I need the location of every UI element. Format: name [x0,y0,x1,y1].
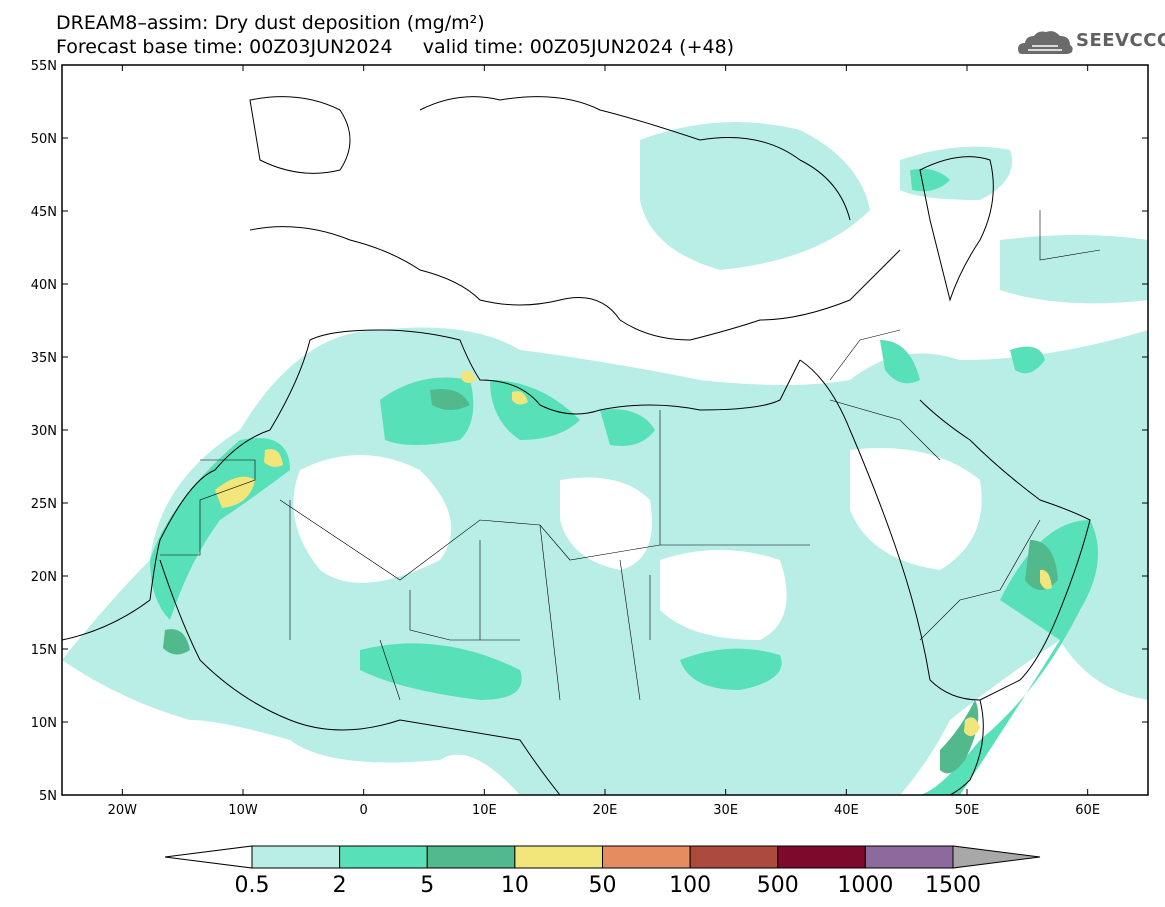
dust-area-dark [163,629,190,655]
lon-tick-label: 10E [472,803,497,818]
colorbar-level-label: 1500 [925,873,981,898]
colorbar-box [864,845,954,869]
clear-area-chad [560,477,652,570]
colorbar-box [689,845,779,869]
logo-text: SEEVCCC [1076,30,1165,51]
colorbar-box [339,845,428,869]
dust-area-high-somalia [964,717,980,737]
lon-tick-label: 60E [1075,803,1100,818]
lon-tick-label: 50E [955,803,980,818]
forecast-time-line: Forecast base time: 00Z03JUN2024 valid t… [56,36,735,58]
country-borders [160,210,1101,701]
colorbar-box [514,845,603,869]
dust-area-medium-iraq [880,340,920,384]
lat-tick-label: 10N [31,716,57,731]
dust-area-high-libya [512,391,528,405]
lon-tick-label: 20E [593,803,618,818]
clear-area-arabia [850,448,982,570]
lon-tick-label: 0 [360,803,368,818]
colorbar-level-label: 1000 [837,873,893,898]
dust-area-medium-sahel-east [680,648,782,690]
colorbar-level-label: 50 [589,873,617,898]
lat-tick-label: 5N [39,789,57,804]
cloud-logo-icon [1018,31,1073,54]
colorbar-upper-triangle [952,845,1041,869]
dust-field [62,96,1148,795]
lat-tick-label: 30N [31,424,57,439]
lon-tick-label: 40E [834,803,859,818]
colorbar-box [602,845,691,869]
lat-tick-label: 45N [31,205,57,220]
dust-area-medium-iran [1010,346,1045,374]
dust-area-light-east [1000,235,1148,304]
lat-tick-label: 25N [31,497,57,512]
lat-tick-label: 15N [31,643,57,658]
dust-area-medium [150,438,290,620]
dust-area-high-morocco [264,449,283,467]
dust-area-high-oman [1040,569,1052,590]
colorbar-level-label: 10 [501,873,529,898]
lat-tick-label: 55N [31,59,57,74]
map-title: DREAM8–assim: Dry dust deposition (mg/m²… [56,12,485,34]
dust-area-medium-caspian [910,168,950,192]
colorbar-box [426,845,516,869]
lon-tick-label: 10W [228,803,258,818]
dust-area-dark-algeria [430,389,470,410]
colorbar-level-label: 2 [333,873,347,898]
colorbar-level-label: 100 [669,873,711,898]
latitude-ticks: 55N 50N 45N 40N 35N 30N 25N 20N 15N 10N 5N [31,59,1148,804]
lon-tick-label: 30E [713,803,738,818]
clear-area-sahara [293,455,452,583]
colorbar-level-label: 500 [757,873,799,898]
dust-area-light-europe [640,122,870,270]
lat-tick-label: 35N [31,351,57,366]
lon-tick-label: 20W [108,803,138,818]
dust-area-high-tunisia [462,371,476,383]
lat-tick-label: 40N [31,278,57,293]
colorbar-box [251,845,341,869]
clear-area-sudan [660,550,787,640]
coastlines [62,96,1091,795]
colorbar-level-label: 5 [420,873,434,898]
colorbar-lower-triangle [164,845,253,869]
dust-area-medium-sahel [360,643,522,700]
lat-tick-label: 50N [31,132,57,147]
dust-area-medium-egypt [600,409,655,446]
longitude-ticks: 20W 10W 0 10E 20E 30E 40E 50E 60E [108,65,1100,818]
dust-area-high-western-sahara [215,476,255,508]
dust-area-medium-oman [920,520,1098,795]
colorbar-box [777,845,866,869]
lat-tick-label: 20N [31,570,57,585]
colorbar-level-label: 0.5 [235,873,270,898]
